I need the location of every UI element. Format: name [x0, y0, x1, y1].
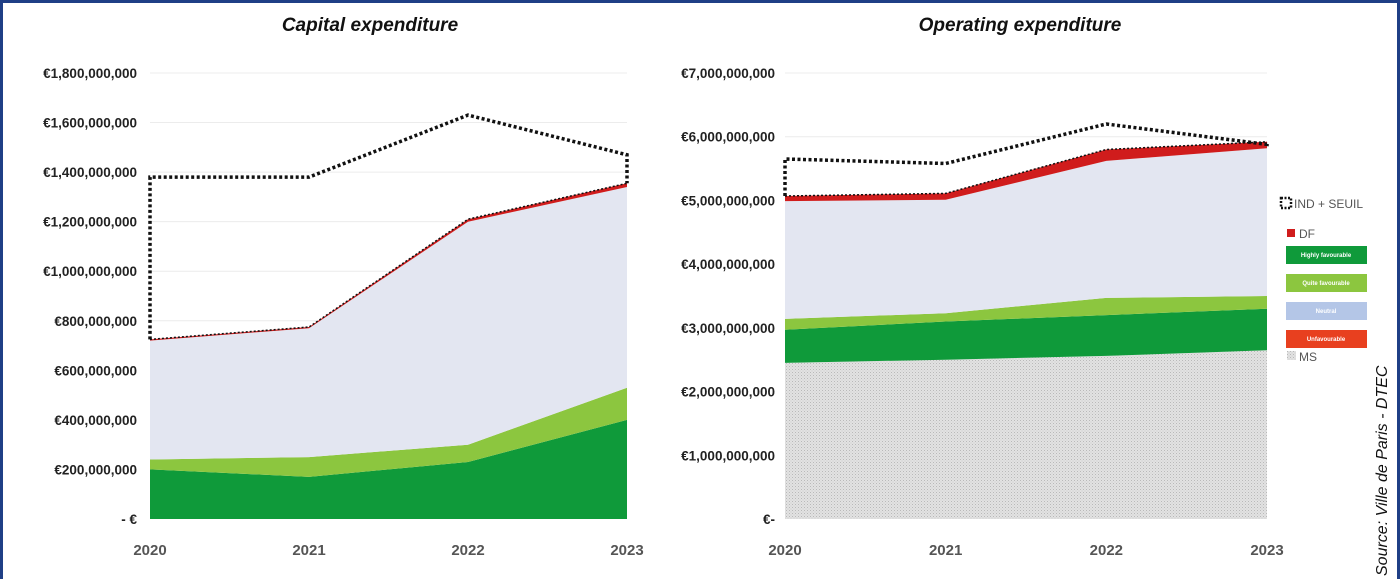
area-df	[785, 141, 1267, 202]
legend-swatch-ms	[1287, 351, 1296, 360]
area-neutral	[150, 187, 627, 460]
x-tick-label: 2020	[133, 542, 166, 559]
y-tick-label: €600,000,000	[54, 363, 137, 378]
ind-seuil-line	[783, 122, 1269, 196]
ind-seuil-line	[148, 113, 629, 340]
legend-label: Neutral	[1316, 309, 1337, 315]
y-tick-label: €1,600,000,000	[43, 116, 137, 131]
legend-swatch-neutral	[1286, 302, 1367, 320]
stack-top-dotted-line	[149, 182, 628, 341]
x-tick-label: 2022	[451, 542, 484, 559]
y-tick-label: - €	[121, 512, 137, 527]
y-tick-label: €7,000,000,000	[681, 66, 775, 81]
legend-label: Quite favourable	[1302, 281, 1350, 287]
y-tick-label: €-	[763, 512, 775, 527]
legend-item-quite: Quite favourable	[1286, 274, 1367, 292]
y-tick-label: €1,800,000,000	[43, 66, 137, 81]
y-tick-label: €400,000,000	[54, 413, 137, 428]
x-tick-label: 2022	[1090, 542, 1123, 559]
legend-label: MS	[1299, 350, 1317, 364]
y-tick-label: €5,000,000,000	[681, 193, 775, 208]
y-tick-label: €6,000,000,000	[681, 130, 775, 145]
legend-swatch-df	[1287, 229, 1295, 237]
y-tick-label: €3,000,000,000	[681, 321, 775, 336]
x-tick-label: 2021	[292, 542, 325, 559]
chart-title: Operating expenditure	[919, 15, 1122, 36]
source-label: Source: Ville de Paris - DTEC	[1374, 365, 1391, 576]
area-quite	[150, 387, 627, 477]
legend: IND + SEUIL DF Highly favourable Quite favo…	[1279, 196, 1367, 364]
legend-item-ms: MS	[1287, 350, 1317, 364]
y-tick-label: €2,000,000,000	[681, 385, 775, 400]
y-tick-label: €1,400,000,000	[43, 165, 137, 180]
x-tick-label: 2023	[610, 542, 643, 559]
y-tick-label: €800,000,000	[54, 314, 137, 329]
x-tick-label: 2023	[1250, 542, 1283, 559]
legend-label: Unfavourable	[1307, 337, 1346, 343]
legend-item-ind-seuil: IND + SEUIL	[1279, 196, 1363, 211]
legend-item-neutral: Neutral	[1286, 302, 1367, 320]
legend-label: Highly favourable	[1301, 253, 1352, 259]
legend-item-highly: Highly favourable	[1286, 246, 1367, 264]
area-highly	[150, 419, 627, 519]
y-tick-label: €1,000,000,000	[681, 448, 775, 463]
y-tick-label: €1,000,000,000	[43, 264, 137, 279]
capital-expenditure-chart: Capital expenditure - € €200,000,000 €400,0…	[43, 15, 644, 559]
legend-swatch-ind-seuil	[1279, 196, 1293, 210]
y-tick-label: €4,000,000,000	[681, 257, 775, 272]
legend-label: IND + SEUIL	[1294, 197, 1363, 211]
legend-swatch-highly	[1286, 246, 1367, 264]
chart-title: Capital expenditure	[282, 15, 459, 36]
x-tick-label: 2020	[768, 542, 801, 559]
y-tick-label: €200,000,000	[54, 462, 137, 477]
x-tick-label: 2021	[929, 542, 962, 559]
area-quite	[785, 296, 1267, 330]
area-ms	[785, 350, 1267, 519]
stack-top-dotted-line	[784, 141, 1268, 197]
area-highly	[785, 308, 1267, 363]
legend-label: DF	[1299, 227, 1315, 241]
y-tick-label: €1,200,000,000	[43, 215, 137, 230]
legend-item-unfavourable: Unfavourable	[1286, 330, 1367, 348]
operating-expenditure-chart: Operating expenditure €- €1,000,000,000 €2,…	[681, 15, 1284, 559]
legend-swatch-quite	[1286, 274, 1367, 292]
legend-item-df: DF	[1287, 227, 1315, 241]
area-neutral	[785, 148, 1267, 319]
legend-swatch-unfavourable	[1286, 330, 1367, 348]
